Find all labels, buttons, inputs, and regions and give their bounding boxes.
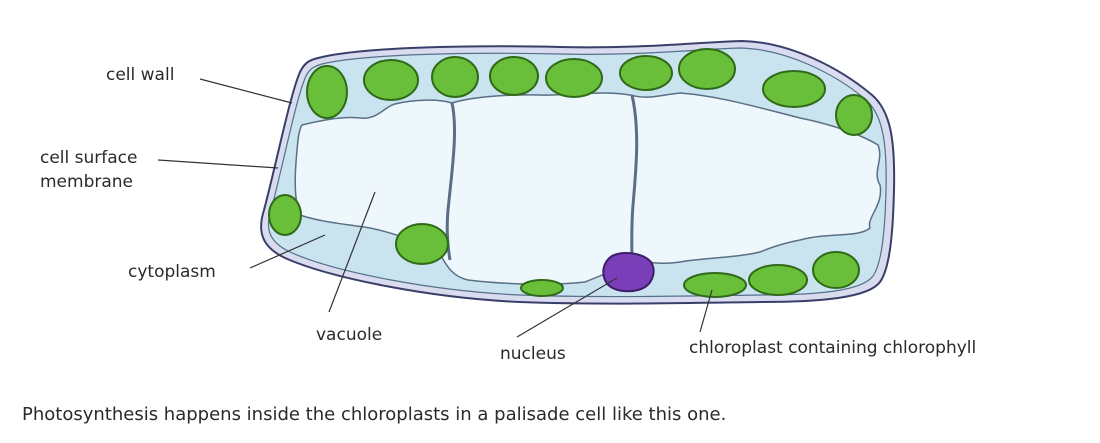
chloroplasts xyxy=(268,48,873,298)
cell-surface-membrane-leader xyxy=(157,159,279,169)
chloroplast xyxy=(306,65,348,119)
leader-lines xyxy=(157,78,713,338)
cell-wall-leader xyxy=(199,78,293,104)
chloroplast xyxy=(363,59,419,101)
chloroplast xyxy=(395,223,449,265)
chloroplast xyxy=(762,70,826,108)
vacuole-leader xyxy=(328,191,376,313)
vacuole-partition-right xyxy=(630,94,639,263)
nucleus-leader xyxy=(516,277,618,338)
chloroplast xyxy=(619,55,673,91)
label-cell-surface-membrane-line1: cell surface xyxy=(40,148,138,168)
chloroplast xyxy=(812,251,860,289)
chloroplast xyxy=(268,194,302,236)
label-cell-surface-membrane-line2: membrane xyxy=(40,172,134,192)
cytoplasm-leader xyxy=(249,234,326,269)
label-chloroplast: chloroplast containing chlorophyll xyxy=(689,338,977,358)
label-cell-wall: cell wall xyxy=(106,65,175,85)
chloroplast xyxy=(835,94,873,136)
label-cytoplasm: cytoplasm xyxy=(128,262,216,282)
chloroplast xyxy=(545,58,603,98)
label-nucleus: nucleus xyxy=(500,344,566,364)
nucleus xyxy=(602,252,655,293)
chloroplast-leader xyxy=(699,289,713,333)
chloroplast xyxy=(748,264,808,296)
label-cell-surface-membrane: cell surface membrane xyxy=(40,146,170,194)
chloroplast xyxy=(431,56,479,98)
chloroplast xyxy=(678,48,736,90)
chloroplast xyxy=(683,272,747,298)
figure-caption: Photosynthesis happens inside the chloro… xyxy=(22,404,727,425)
chloroplast xyxy=(489,56,539,96)
chloroplast xyxy=(520,279,564,297)
label-vacuole: vacuole xyxy=(316,325,383,345)
